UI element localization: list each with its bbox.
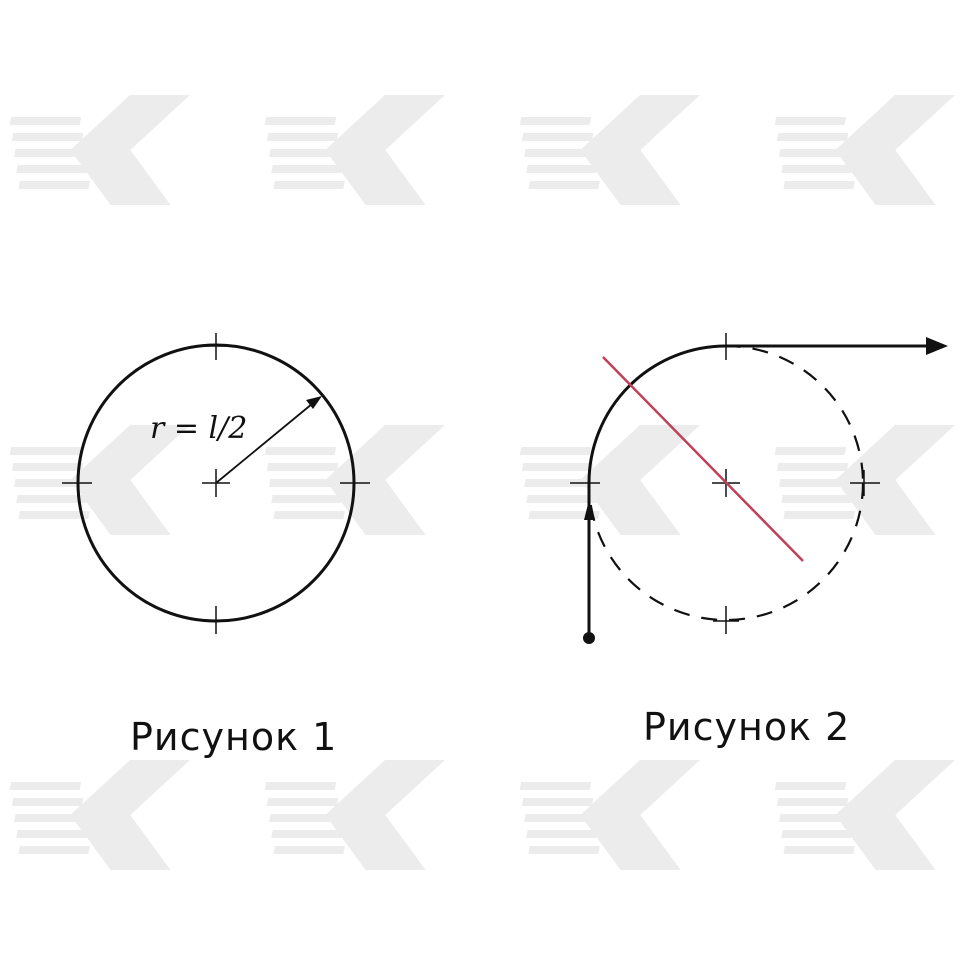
path-arrow-right <box>926 337 948 355</box>
radius-formula: r = l/2 <box>150 411 247 446</box>
motion-path <box>587 344 935 638</box>
watermark-logo <box>250 760 445 870</box>
watermark-logo <box>505 425 700 535</box>
watermark-logo <box>760 760 955 870</box>
watermark-logo <box>505 760 700 870</box>
watermark-logo <box>505 95 700 205</box>
path-arrow-up <box>584 500 594 520</box>
watermark-logo <box>760 95 955 205</box>
radius-arrowhead <box>306 396 322 409</box>
figure-1-caption: Рисунок 1 <box>130 715 338 759</box>
figure-2-caption: Рисунок 2 <box>643 705 851 749</box>
watermark-logo <box>0 95 190 205</box>
figure-2 <box>570 333 948 644</box>
radius-line <box>215 398 319 484</box>
figure-1: r = l/2 <box>62 333 370 634</box>
red-diagonal-line <box>602 356 804 562</box>
watermark-logo <box>250 95 445 205</box>
watermark-logo <box>0 760 190 870</box>
